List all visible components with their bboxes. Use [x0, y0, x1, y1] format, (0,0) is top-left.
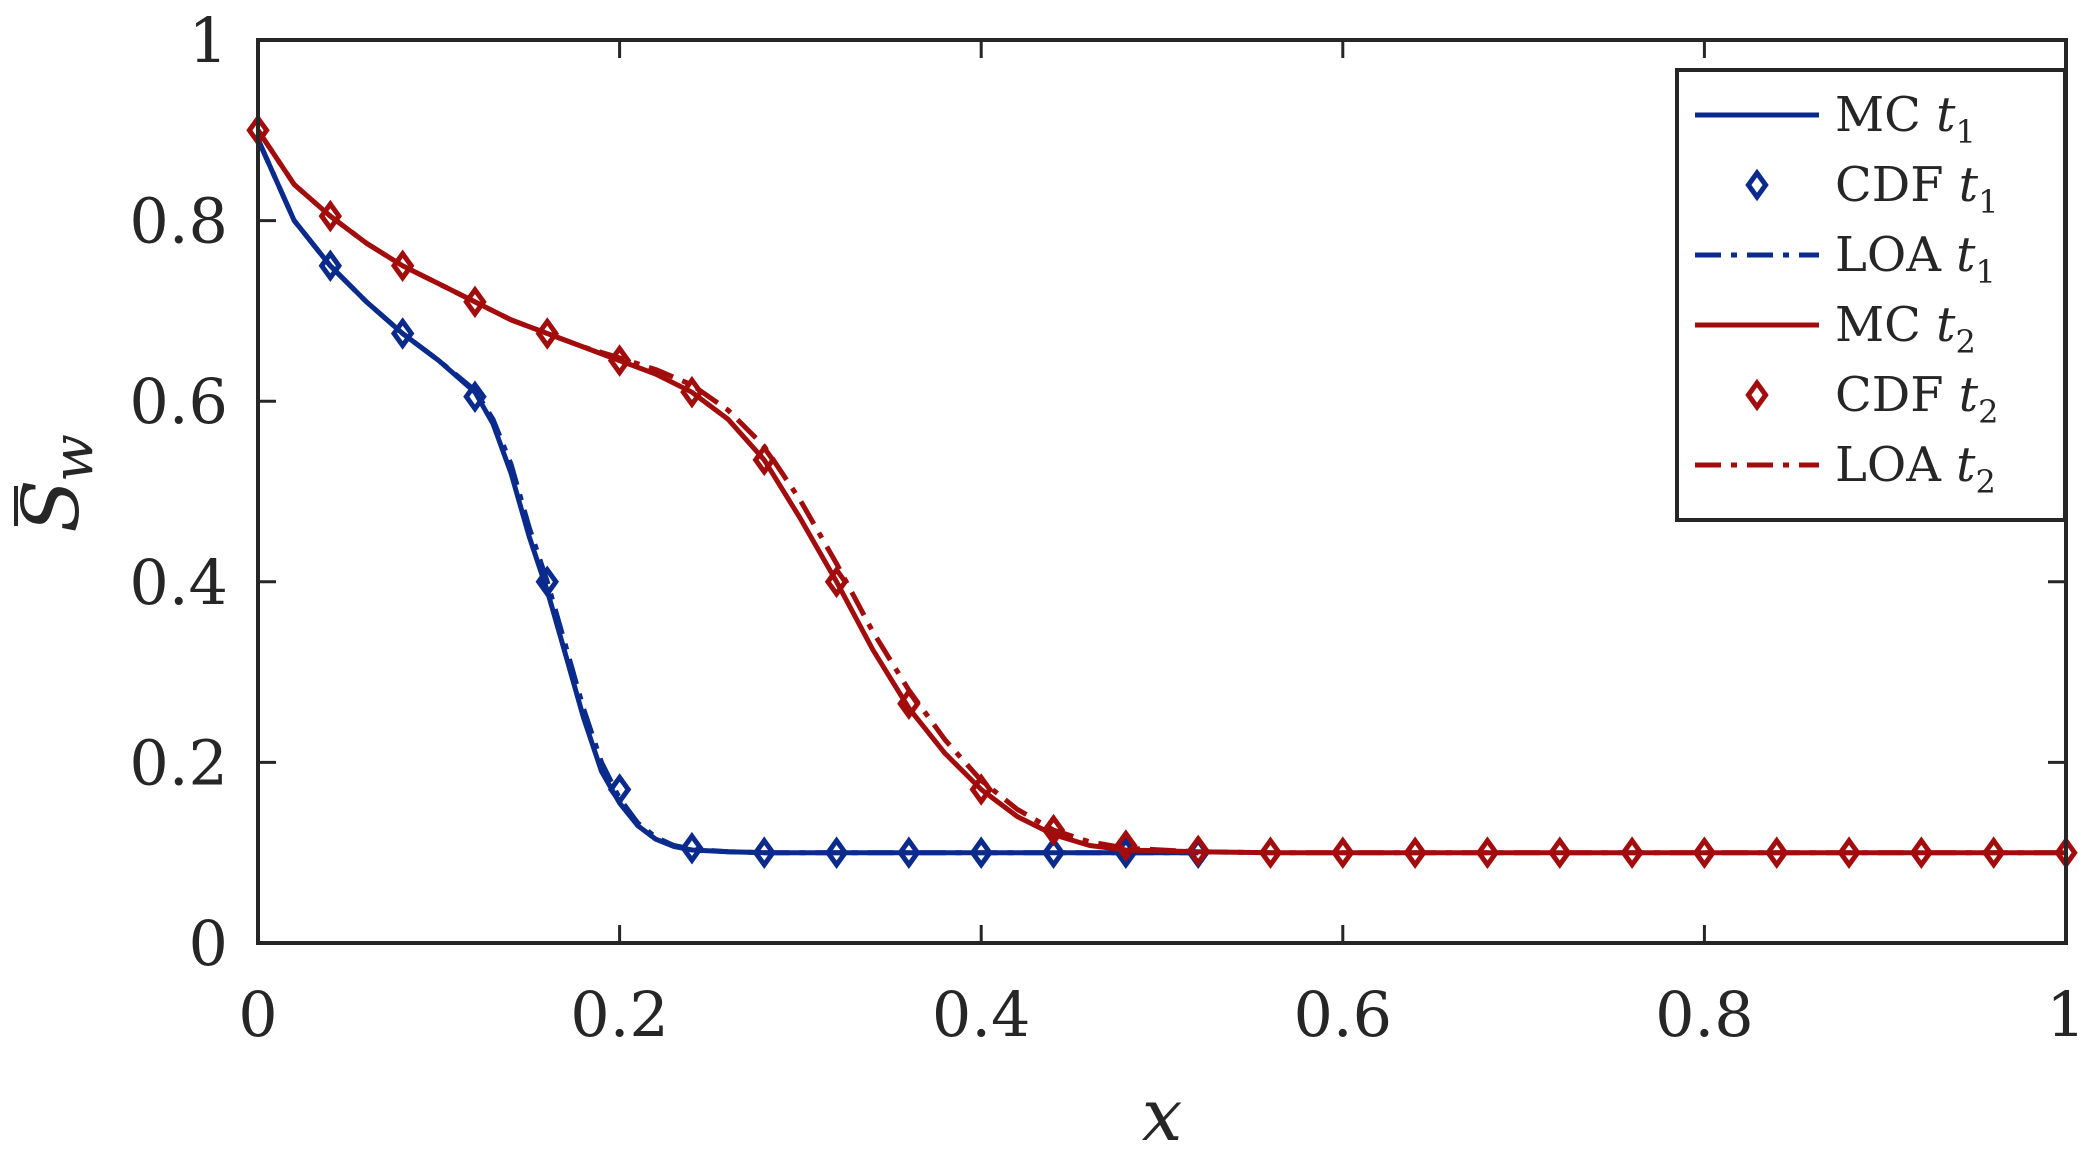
series-layer: [246, 114, 2078, 869]
series-1-marker: [535, 565, 560, 599]
series-4-marker: [969, 773, 993, 806]
series-4-marker: [824, 565, 849, 599]
series-1-marker: [897, 836, 921, 869]
legend-marker: [1745, 168, 1769, 202]
legend-label-name: CDF: [1835, 367, 1959, 423]
x-tick-label: 0.6: [1293, 978, 1392, 1051]
legend-label-t: t: [1936, 87, 1956, 143]
legend-marker: [1745, 378, 1769, 412]
series-5-line: [255, 128, 2066, 856]
y-tick-label: 1: [189, 4, 228, 77]
y-tick-label: 0: [189, 907, 228, 980]
series-1-marker: [607, 773, 632, 806]
legend-label-sub: 1: [1975, 253, 1995, 291]
x-tick-label: 0.8: [1655, 978, 1754, 1051]
y-tick-label: 0.8: [129, 185, 228, 258]
legend-label: LOA t2: [1835, 437, 1996, 501]
series-1-marker: [752, 836, 776, 869]
legend-label-name: CDF: [1835, 157, 1959, 213]
x-tick-label: 1: [2046, 978, 2084, 1051]
series-0-line: [255, 138, 1199, 856]
legend-label: CDF t1: [1835, 157, 1998, 221]
y-tick-label: 0.6: [129, 365, 228, 438]
series-4-marker: [1981, 836, 2006, 869]
series-4-marker: [1475, 836, 1500, 869]
series-4-marker: [752, 443, 776, 477]
legend-label-sub: 2: [1975, 463, 1995, 501]
legend-label-name: MC: [1835, 297, 1936, 353]
legend-label-t: t: [1956, 227, 1976, 283]
series-4-marker: [1620, 836, 1644, 869]
legend-label-t: t: [1956, 437, 1976, 493]
series-4-marker: [1041, 813, 1066, 847]
series-4-marker: [1403, 836, 1427, 869]
legend-label-name: LOA: [1835, 437, 1956, 493]
y-tick-label: 0.2: [129, 726, 228, 799]
legend-label-t: t: [1936, 297, 1956, 353]
legend-label-sub: 2: [1955, 323, 1975, 361]
series-4-marker: [1331, 836, 1355, 869]
legend-label-t: t: [1959, 367, 1979, 423]
legend-label: LOA t1: [1835, 227, 1996, 291]
legend-label-sub: 1: [1978, 183, 1998, 221]
series-1-marker: [1041, 836, 1066, 869]
legend-label-sub: 2: [1978, 393, 1998, 431]
ticks-layer: 0 0.2 0.4 0.6 0.8 1 0 0.2 0.4 0.6 0.8 1: [129, 4, 2084, 1051]
series-1-marker: [463, 380, 487, 413]
series-4-marker: [1692, 836, 1717, 869]
x-tick-label: 0.4: [932, 978, 1031, 1051]
series-4-marker: [1186, 834, 1210, 868]
series-4-marker: [1548, 836, 1572, 869]
series-4-marker: [535, 317, 560, 350]
legend-label-name: LOA: [1835, 227, 1956, 283]
legend-label-sub: 1: [1955, 113, 1975, 151]
legend-label: CDF t2: [1835, 367, 1998, 431]
series-1-marker: [969, 836, 993, 869]
x-tick-label: 0.2: [570, 978, 669, 1051]
x-axis-label: x: [1142, 1073, 1183, 1151]
series-1-marker: [680, 831, 704, 865]
series-2-line: [255, 138, 1199, 856]
legend-label: MC t1: [1835, 87, 1976, 151]
legend-box: [1675, 68, 2067, 522]
x-tick-label: 0: [238, 978, 277, 1051]
series-4-marker: [1114, 829, 1138, 862]
series-4-marker: [1909, 836, 1934, 869]
series-1-marker: [390, 317, 415, 350]
legend-label-t: t: [1959, 157, 1979, 213]
y-axis-label: Sw: [7, 434, 106, 533]
y-axis-label-sub: w: [41, 434, 106, 482]
series-4-marker: [1837, 836, 1861, 869]
y-tick-label: 0.4: [129, 546, 228, 619]
series-4-marker: [1764, 836, 1789, 869]
legend-label-name: MC: [1835, 87, 1936, 143]
y-axis-label-base: S: [7, 479, 97, 532]
legend-label: MC t2: [1835, 297, 1976, 361]
series-4-marker: [1258, 836, 1283, 869]
series-1-marker: [824, 836, 849, 869]
